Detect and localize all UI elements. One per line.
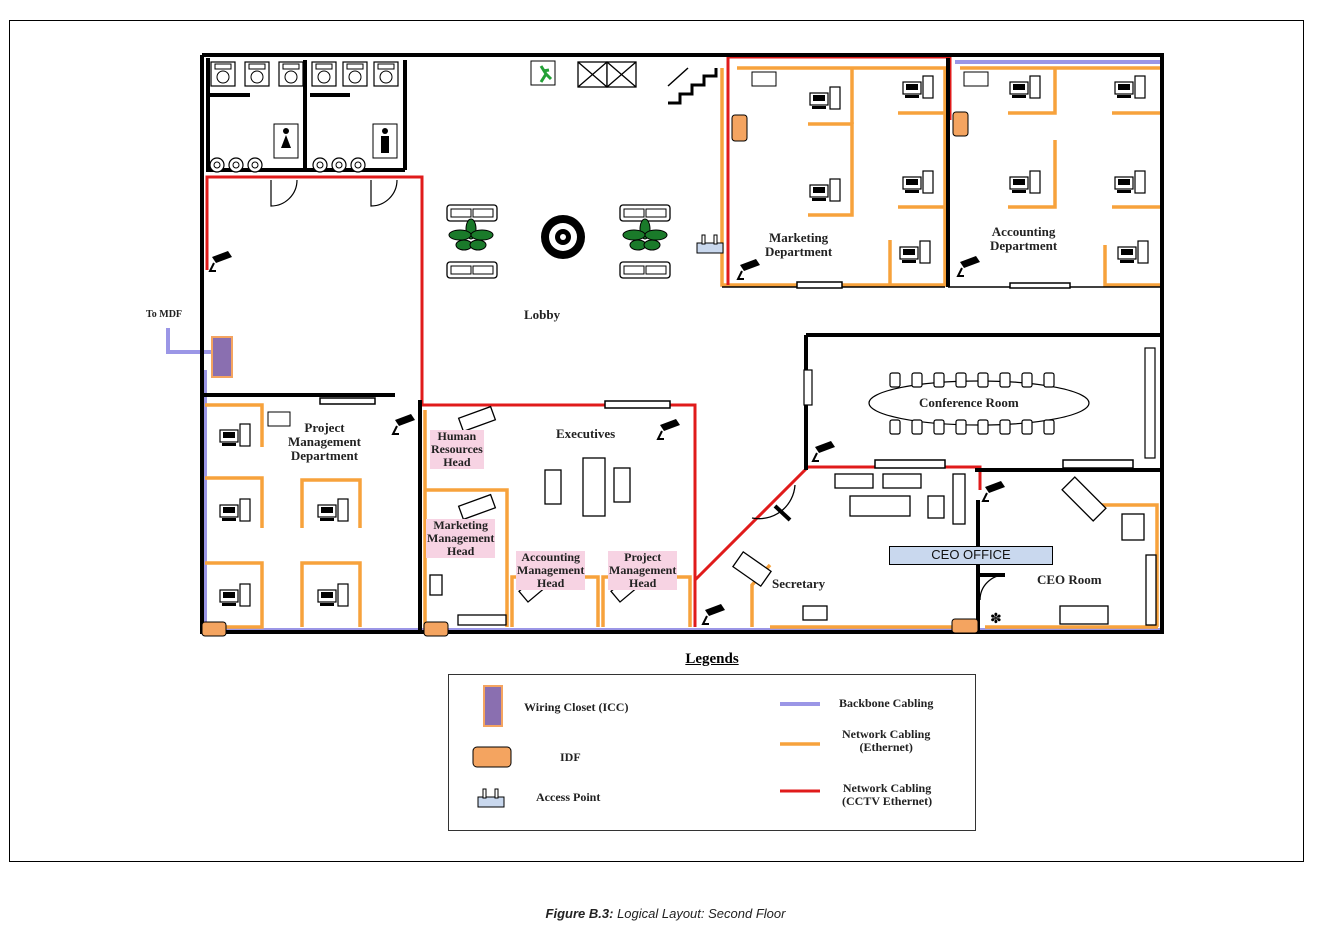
elevator-icon: [577, 61, 637, 88]
legend-title: Legends: [685, 651, 739, 667]
exit-sign-icon: [530, 60, 556, 86]
restrooms: [209, 61, 399, 207]
ceo-office-label: CEO OFFICE: [889, 546, 1053, 565]
room-label-conference: Conference Room: [919, 395, 1019, 410]
wiring-closet: [211, 336, 233, 378]
ceo-furniture: [732, 473, 1157, 626]
stairs-icon: [667, 67, 718, 105]
legend-symbols: [472, 685, 820, 808]
caption-label: Figure B.3:: [545, 906, 614, 921]
cctv-cabling: [205, 55, 982, 627]
idf-project: [201, 621, 227, 637]
room-label-secretary: Secretary: [772, 576, 826, 591]
desk-computer-icon: [219, 411, 349, 607]
legend-box: [448, 674, 976, 831]
label-hr-head: Human Resources Head: [430, 429, 484, 469]
room-label-executives: Executives: [556, 426, 616, 441]
caption-text: Logical Layout: Second Floor: [617, 906, 786, 921]
room-label-project-management: Project Management Department: [288, 420, 361, 463]
room-label-lobby: Lobby: [524, 307, 561, 322]
label-project-head: Project Management Head: [608, 550, 678, 590]
idf-ceo: [951, 618, 979, 634]
legend-access-point: Access Point: [536, 790, 601, 804]
label-marketing-head: Marketing Management Head: [426, 518, 496, 558]
legend-cctv: Network Cabling (CCTV Ethernet): [842, 781, 933, 808]
mdf-label: To MDF: [146, 309, 183, 320]
idf-executives: [423, 621, 449, 637]
ethernet-cabling: [205, 66, 1160, 630]
idf-accounting: [952, 111, 969, 137]
plant-icon: ✽: [990, 612, 1002, 627]
label-accounting-head: Accounting Management Head: [516, 550, 586, 590]
room-label-accounting: Accounting Department: [990, 224, 1058, 253]
figure-caption: Figure B.3: Logical Layout: Second Floor: [0, 906, 1331, 921]
legend-backbone: Backbone Cabling: [839, 696, 934, 710]
fountain-icon: [541, 215, 585, 259]
room-label-marketing: Marketing Department: [765, 230, 833, 259]
access-point-icon: [696, 234, 724, 254]
female-restroom-icon: [273, 123, 299, 159]
diagram-frame: [9, 20, 1304, 862]
desk-computer-icon: [751, 71, 1149, 264]
legend-ethernet: Network Cabling (Ethernet): [842, 727, 931, 754]
conference-table-icon: [803, 347, 1156, 459]
backbone-cabling: [166, 60, 1164, 632]
male-restroom-icon: [372, 123, 398, 159]
walls: [200, 53, 1164, 634]
idf-marketing: [731, 114, 748, 142]
legend-wiring-closet: Wiring Closet (ICC): [524, 700, 629, 714]
room-label-ceo-room: CEO Room: [1037, 572, 1102, 587]
legend-idf: IDF: [560, 750, 581, 764]
